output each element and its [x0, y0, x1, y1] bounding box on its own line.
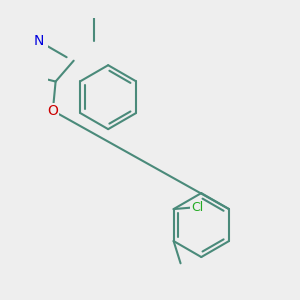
Text: N: N — [34, 34, 44, 48]
Text: O: O — [47, 104, 58, 118]
Text: Cl: Cl — [191, 201, 203, 214]
